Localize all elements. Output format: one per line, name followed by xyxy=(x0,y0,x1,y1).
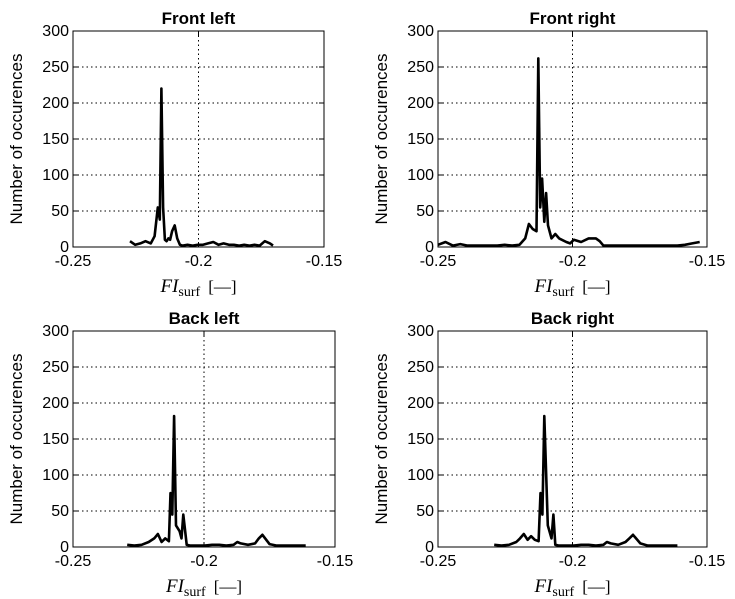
back-left-ytick-label: 150 xyxy=(42,431,69,448)
back-right-ytick-label: 200 xyxy=(407,395,434,412)
back-left-xlabel-unit: [—] xyxy=(214,577,242,596)
front-right-xtick-label: -0.15 xyxy=(689,253,726,270)
front-left-axes-frame xyxy=(72,30,325,248)
front-right-xtick-label: -0.2 xyxy=(559,253,587,270)
front-right-ytick-label: 0 xyxy=(425,239,434,256)
back-right-subplot: 0 50 100 150 200 250 300 -0.25 -0.2 -0.15 Back rig… xyxy=(372,309,725,599)
front-right-xlabel-unit: [—] xyxy=(582,277,610,296)
front-left-xlabel-main: FI xyxy=(159,276,180,297)
back-left-xlabel: FIsurf [—] xyxy=(165,576,242,599)
front-right-xlabel: FIsurf [—] xyxy=(533,276,610,300)
back-right-ytick-label: 100 xyxy=(407,467,434,484)
back-right-title: Back right xyxy=(531,309,614,328)
front-left-xlabel: FIsurf [—] xyxy=(159,276,236,300)
front-left-title: Front left xyxy=(162,9,236,28)
back-left-xtick-label: -0.25 xyxy=(55,553,92,570)
back-right-ytick-label: 150 xyxy=(407,431,434,448)
front-right-xlabel-main: FI xyxy=(533,276,554,297)
front-right-ytick-label: 300 xyxy=(407,23,434,40)
back-left-ytick-label: 250 xyxy=(42,359,69,376)
front-right-ytick-label: 50 xyxy=(416,203,434,220)
back-left-ytick-label: 0 xyxy=(60,539,69,556)
front-left-ytick-label: 300 xyxy=(42,23,69,40)
front-left-series-line xyxy=(129,87,274,247)
back-left-xlabel-sub: surf xyxy=(184,585,206,599)
back-left-ytick-label: 50 xyxy=(51,503,69,520)
back-left-axes-frame xyxy=(72,330,336,548)
back-left-series-line xyxy=(127,414,306,547)
back-left-ytick-label: 100 xyxy=(42,467,69,484)
front-right-xtick-label: -0.25 xyxy=(420,253,457,270)
back-right-series-line xyxy=(494,414,678,547)
front-left-ytick-label: 150 xyxy=(42,131,69,148)
back-right-xlabel-sub: surf xyxy=(552,585,574,599)
front-right-title: Front right xyxy=(530,9,616,28)
back-right-ytick-label: 0 xyxy=(425,539,434,556)
back-left-title: Back left xyxy=(169,309,240,328)
back-right-ytick-label: 250 xyxy=(407,359,434,376)
front-right-xlabel-sub: surf xyxy=(552,285,574,300)
back-left-xlabel-main: FI xyxy=(165,576,186,597)
front-left-ytick-label: 250 xyxy=(42,59,69,76)
front-right-subplot: 0 50 100 150 200 250 300 -0.25 -0.2 -0.15 Front ri… xyxy=(372,9,725,300)
front-left-xtick-label: -0.2 xyxy=(185,253,213,270)
front-right-ytick-label: 150 xyxy=(407,131,434,148)
front-left-ytick-label: 100 xyxy=(42,167,69,184)
front-left-subplot: 0 50 100 150 200 250 300 -0.25 -0.2 -0.15 Front le… xyxy=(7,9,342,300)
front-right-ytick-label: 200 xyxy=(407,95,434,112)
back-right-xlabel: FIsurf [—] xyxy=(533,576,610,599)
front-left-ytick-label: 0 xyxy=(60,239,69,256)
back-right-ylabel: Number of occurences xyxy=(372,353,391,524)
back-left-ylabel: Number of occurences xyxy=(7,353,26,524)
back-right-xtick-label: -0.25 xyxy=(420,553,457,570)
front-left-xlabel-unit: [—] xyxy=(208,277,236,296)
back-right-xlabel-unit: [—] xyxy=(582,577,610,596)
front-left-xlabel-sub: surf xyxy=(178,285,200,300)
back-left-ytick-label: 200 xyxy=(42,395,69,412)
front-left-ytick-label: 50 xyxy=(51,203,69,220)
front-left-xtick-label: -0.15 xyxy=(306,253,343,270)
back-left-xtick-label: -0.2 xyxy=(190,553,218,570)
back-left-subplot: 0 50 100 150 200 250 300 -0.25 -0.2 -0.15 Back lef… xyxy=(7,309,353,599)
front-right-ytick-label: 100 xyxy=(407,167,434,184)
back-right-ytick-label: 300 xyxy=(407,323,434,340)
back-right-xtick-label: -0.2 xyxy=(559,553,587,570)
front-right-axes-frame xyxy=(437,30,708,248)
front-right-ylabel: Number of occurences xyxy=(372,53,391,224)
back-right-xtick-label: -0.15 xyxy=(689,553,726,570)
back-right-ytick-label: 50 xyxy=(416,503,434,520)
front-right-ytick-label: 250 xyxy=(407,59,434,76)
back-left-xtick-label: -0.15 xyxy=(317,553,354,570)
front-left-xtick-label: -0.25 xyxy=(55,253,92,270)
back-left-ytick-label: 300 xyxy=(42,323,69,340)
front-left-ytick-label: 200 xyxy=(42,95,69,112)
front-right-series-line xyxy=(437,57,700,247)
front-left-ylabel: Number of occurences xyxy=(7,53,26,224)
back-right-axes-frame xyxy=(437,330,708,548)
back-right-xlabel-main: FI xyxy=(533,576,554,597)
